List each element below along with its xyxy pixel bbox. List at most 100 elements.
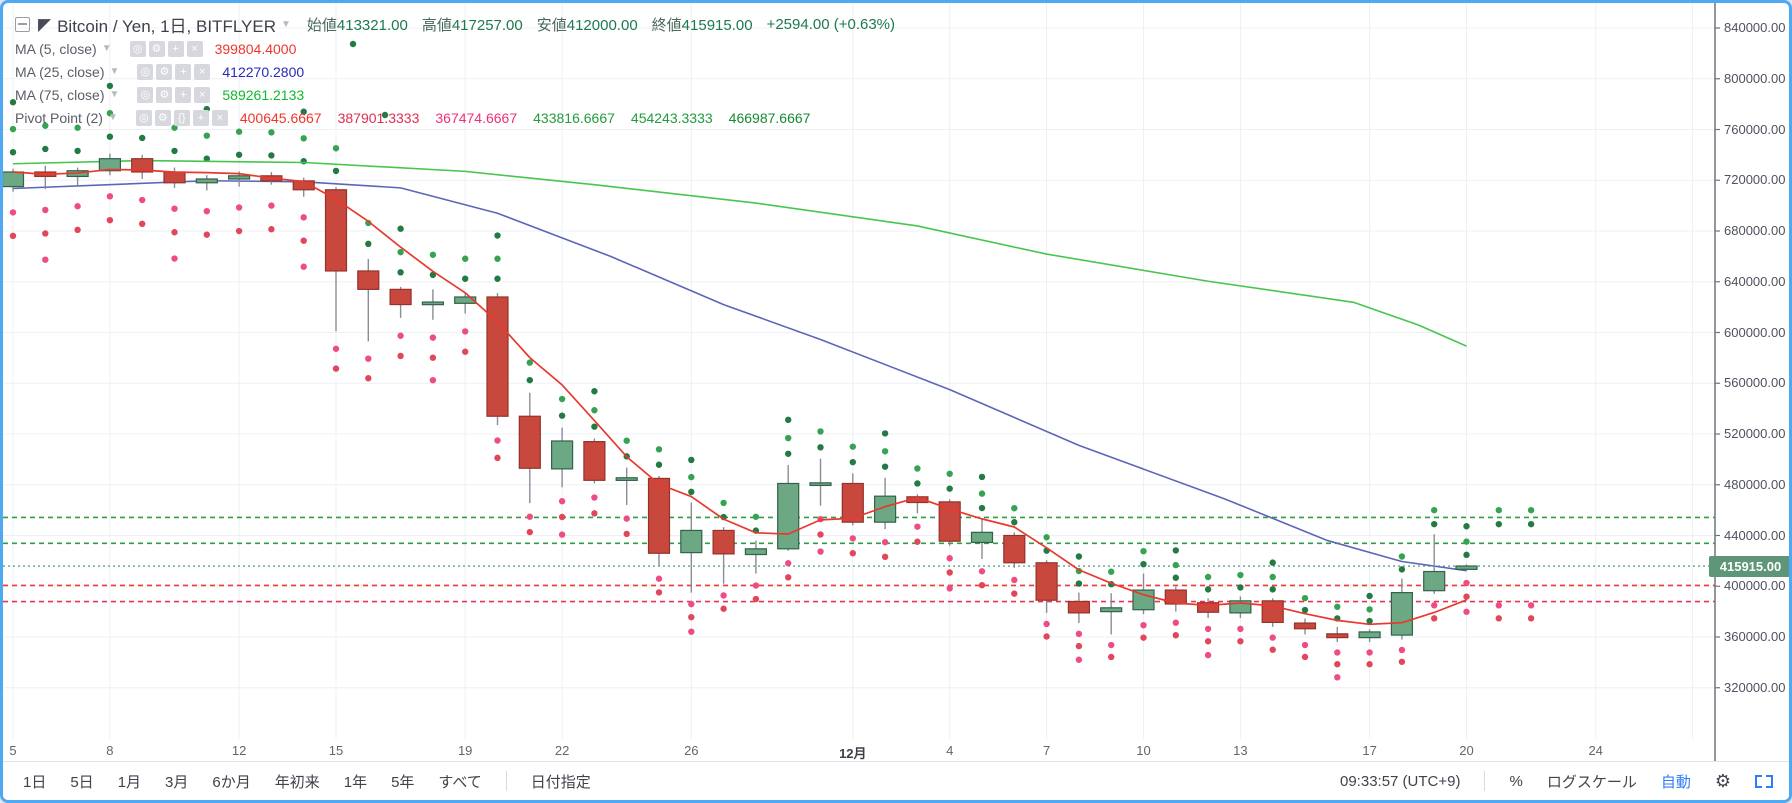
indicator-add-icon[interactable]: + [167,40,184,57]
pivot-dot-resistance [494,275,501,282]
pivot-dot-support [623,530,630,538]
indicator-close-icon[interactable]: × [186,40,203,57]
price-axis-label: 480000.00 [1724,476,1786,492]
range-button-3m[interactable]: 3月 [165,773,189,791]
candle [3,171,25,188]
indicator-add-icon[interactable]: + [175,86,192,103]
pivot-dot-resistance [1495,520,1503,528]
pivot-dot-support [1463,593,1470,600]
chevron-down-icon[interactable]: ▼ [280,18,291,30]
pivot-dot-resistance [1140,560,1147,568]
time-axis-label: 8 [106,743,114,758]
chart-canvas[interactable] [3,3,1789,761]
range-button-6m[interactable]: 6か月 [212,773,251,791]
pivot-dot-support [752,595,760,603]
pivot-dot-resistance [1366,592,1373,600]
ma5-line [12,168,1467,626]
pivot-dot-support [978,568,986,575]
pivot-dot-support [881,538,889,546]
pivot-dot-support [429,354,437,361]
indicator-label: MA (25, close) [15,63,105,80]
pivot-dot-resistance [591,388,598,395]
pivot-dot-support [785,574,792,581]
indicator-row-ma25: MA (25, close) ▼ ◎ ⚙ + × 412270.2800 [15,60,895,83]
indicator-eye-icon[interactable]: ◎ [137,63,154,80]
range-button-1y[interactable]: 1年 [343,773,368,791]
settings-gear-icon[interactable]: ⚙ [1714,770,1731,791]
price-axis-label: 360000.00 [1724,629,1786,644]
indicator-eye-icon[interactable]: ◎ [129,40,146,57]
auto-scale-button[interactable]: 自動 [1660,773,1691,791]
open-value: 始値413321.00 [306,16,408,34]
pivot-dot-resistance [785,434,792,442]
indicator-add-icon[interactable]: + [175,63,192,80]
pivot-dot-support [946,555,953,562]
chevron-down-icon[interactable]: ▼ [109,66,120,77]
range-button-5y[interactable]: 5年 [391,773,415,791]
chevron-down-icon[interactable]: ▼ [101,43,112,54]
pivot-dot-support [1011,590,1018,597]
percent-scale-button[interactable]: % [1509,772,1523,790]
ma25-line [12,179,1467,572]
collapse-icon[interactable] [15,16,30,32]
range-button-1d[interactable]: 1日 [23,773,47,791]
range-button-1m[interactable]: 1月 [117,773,142,791]
pivot-dot-support [203,207,210,215]
log-scale-button[interactable]: ログスケール [1546,773,1637,791]
pivot-dot-resistance [688,473,695,481]
candle [1261,600,1284,624]
indicator-settings-icon[interactable]: ⚙ [156,63,173,80]
candle [583,441,606,481]
pivot-dot-support [1204,625,1212,633]
chevron-down-icon[interactable]: ▼ [107,112,118,123]
pivot-dot-support [1140,621,1147,629]
pivot-dot-resistance [1366,617,1373,625]
indicator-close-icon[interactable]: × [211,109,228,126]
pivot-dot-resistance [171,147,178,155]
indicator-settings-icon[interactable]: ⚙ [154,109,171,126]
fullscreen-icon[interactable] [1755,774,1773,788]
time-axis-label: 12 [231,743,247,758]
pivot-dot-resistance [171,124,178,131]
indicator-add-icon[interactable]: + [192,109,209,126]
pivot-dot-resistance [1398,566,1406,573]
high-value: 高値417257.00 [421,16,523,34]
range-button-5d[interactable]: 5日 [70,773,94,791]
price-axis[interactable]: 840000.00 800000.00 760000.00 720000.00 6800… [1715,3,1789,740]
range-button-all[interactable]: すべて [438,773,482,791]
pivot-dot-resistance [74,147,81,155]
pivot-dot-resistance [1431,520,1438,528]
candle [647,477,671,554]
pivot-dot-support [9,232,17,240]
pivot-dot-resistance [1527,520,1535,528]
indicator-settings-icon[interactable]: ⚙ [156,86,173,103]
pivot-dot-support [1043,620,1050,628]
indicator-row-ma75: MA (75, close) ▼ ◎ ⚙ + × 589261.2133 [15,83,895,106]
indicator-eye-icon[interactable]: ◎ [135,109,152,126]
pivot-dot-support [462,348,469,355]
candle [809,482,832,487]
price-axis-label: 760000.00 [1724,121,1786,137]
symbol-title[interactable]: Bitcoin / Yen, 1日, BITFLYER [57,16,276,36]
candle [1164,589,1187,605]
indicator-source-icon[interactable]: {} [173,109,190,126]
range-button-ytd[interactable]: 年初来 [274,773,320,791]
indicator-close-icon[interactable]: × [194,63,211,80]
pivot-dot-support [300,237,307,244]
indicator-settings-icon[interactable]: ⚙ [148,40,165,57]
pivot-dot-resistance [1011,504,1018,512]
pivot-dot-resistance [978,504,986,512]
pivot-dot-support [526,513,533,520]
pivot-dot-support [494,437,501,444]
candle [357,270,380,290]
pivot-dot-resistance [381,111,389,119]
time-axis[interactable]: 5 8 12 15 19 22 26 12月 4 7 10 13 17 20 24 [3,740,1715,761]
pivot-dot-support [720,605,727,612]
pivot-dot-resistance [914,465,921,472]
indicator-close-icon[interactable]: × [194,86,211,103]
time-axis-label: 19 [457,743,473,758]
pivot-dot-resistance [42,145,49,153]
chevron-down-icon[interactable]: ▼ [109,89,120,100]
date-picker-button[interactable]: 日付指定 [530,773,591,791]
indicator-eye-icon[interactable]: ◎ [137,86,154,103]
